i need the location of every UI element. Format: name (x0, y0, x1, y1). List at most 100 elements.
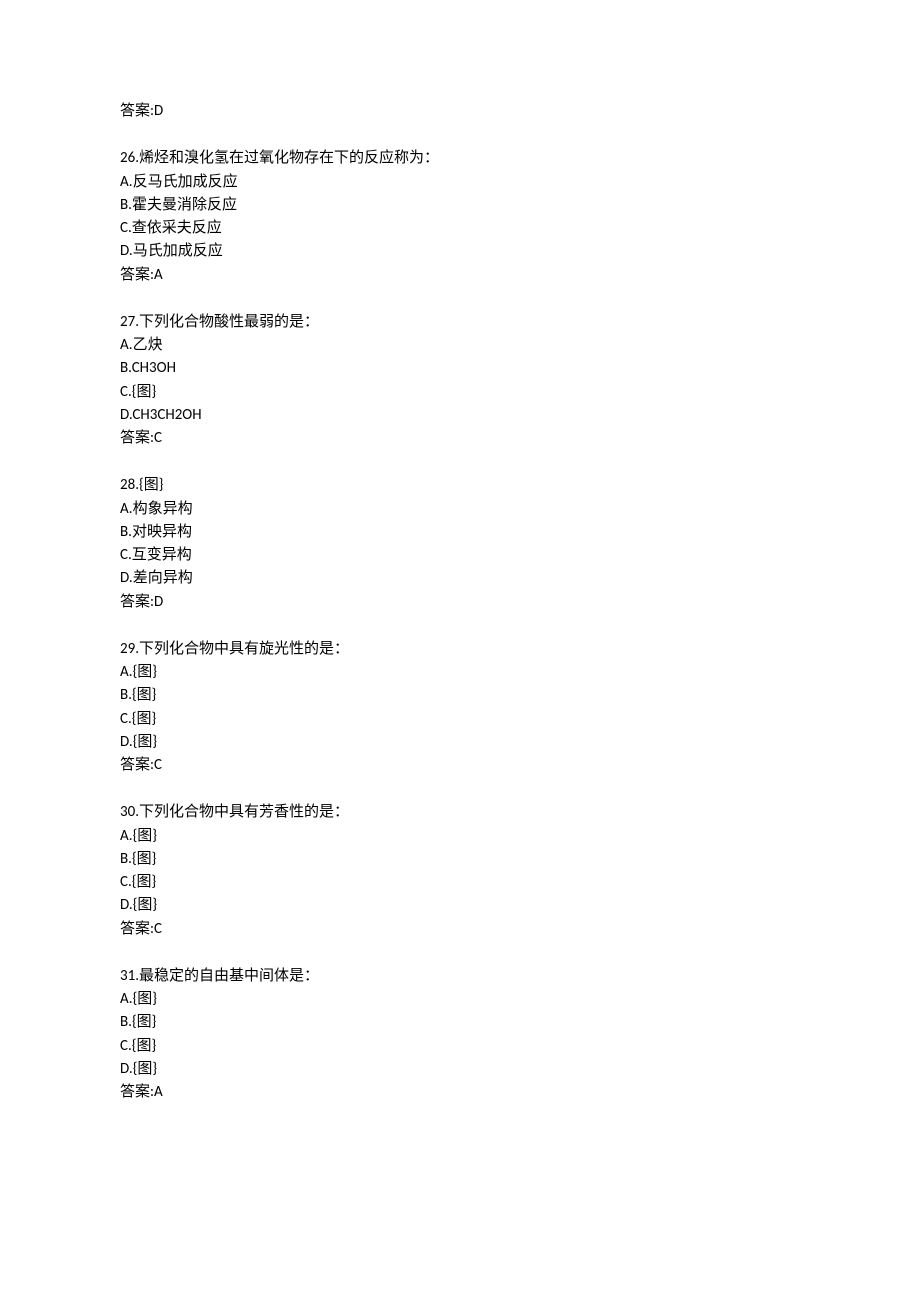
option-label: A (120, 173, 129, 191)
option-label: A (120, 336, 129, 354)
option-label: C (120, 873, 128, 891)
option-line: A.{图} (120, 661, 800, 684)
answer-line: 答案:C (120, 427, 800, 450)
question-number: 29 (120, 640, 135, 658)
option-label: D (120, 1060, 129, 1078)
question-stem: 31.最稳定的自由基中间体是： (120, 965, 800, 988)
question-number: 27 (120, 313, 135, 331)
option-line: A.构象异构 (120, 498, 800, 521)
option-label: B (120, 196, 128, 214)
option-label: B (120, 523, 128, 541)
option-text: {图} (133, 733, 157, 751)
option-text: 查依采夫反应 (132, 219, 222, 237)
answer-value: C (154, 429, 162, 447)
option-line: B.{图} (120, 684, 800, 707)
answer-prefix: 答案: (120, 756, 154, 774)
option-text: {图} (133, 827, 157, 845)
question-stem: 30.下列化合物中具有芳香性的是： (120, 801, 800, 824)
option-label: C (120, 546, 128, 564)
answer-value: A (154, 266, 163, 284)
option-label: D (120, 569, 129, 587)
question-text: 下列化合物中具有芳香性的是： (139, 803, 349, 821)
question-stem: 26.烯烃和溴化氢在过氧化物存在下的反应称为： (120, 147, 800, 170)
answer-line: 答案:C (120, 918, 800, 941)
option-line: D.{图} (120, 1058, 800, 1081)
answer-value: D (154, 593, 163, 611)
option-text: {图} (133, 990, 157, 1008)
question-number: 31 (120, 967, 135, 985)
option-line: A.乙炔 (120, 334, 800, 357)
option-label: A (120, 990, 129, 1008)
question-stem: 27.下列化合物酸性最弱的是： (120, 311, 800, 334)
question-number: 26 (120, 149, 135, 167)
option-line: A.反马氏加成反应 (120, 171, 800, 194)
option-text: {图} (132, 710, 156, 728)
option-text: 反马氏加成反应 (133, 173, 238, 191)
option-text: {图} (132, 686, 156, 704)
option-line: C.查依采夫反应 (120, 217, 800, 240)
question-stem: 28.{图} (120, 474, 800, 497)
answer-prefix: 答案: (120, 266, 154, 284)
question-stem: 29.下列化合物中具有旋光性的是： (120, 638, 800, 661)
answer-prefix: 答案: (120, 102, 154, 120)
option-text: {图} (133, 663, 157, 681)
option-text: {图} (132, 383, 156, 401)
answer-value: D (154, 102, 163, 120)
option-label: C (120, 383, 128, 401)
question-text: {图} (139, 476, 163, 494)
option-line: B.对映异构 (120, 521, 800, 544)
question-block: 30.下列化合物中具有芳香性的是： A.{图} B.{图} C.{图} D.{图… (120, 801, 800, 941)
answer-value: C (154, 756, 162, 774)
option-line: B.{图} (120, 848, 800, 871)
question-block: 28.{图} A.构象异构 B.对映异构 C.互变异构 D.差向异构 答案:D (120, 474, 800, 614)
option-label: D (120, 733, 129, 751)
option-label: B (120, 850, 128, 868)
option-text: 构象异构 (133, 500, 193, 518)
answer-line: 答案:A (120, 1081, 800, 1104)
question-text: 下列化合物酸性最弱的是： (139, 313, 319, 331)
option-line: D.差向异构 (120, 567, 800, 590)
question-text: 最稳定的自由基中间体是： (139, 967, 319, 985)
option-line: C.{图} (120, 381, 800, 404)
option-label: B (120, 1013, 128, 1031)
answer-line: 答案:D (120, 100, 800, 123)
question-text: 烯烃和溴化氢在过氧化物存在下的反应称为： (139, 149, 439, 167)
question-block: 26.烯烃和溴化氢在过氧化物存在下的反应称为： A.反马氏加成反应 B.霍夫曼消… (120, 147, 800, 287)
option-label: A (120, 827, 129, 845)
option-line: B.CH3OH (120, 357, 800, 380)
option-line: C.{图} (120, 1035, 800, 1058)
option-text: {图} (132, 1013, 156, 1031)
option-text: 乙炔 (133, 336, 163, 354)
answer-prefix: 答案: (120, 920, 154, 938)
question-block: 27.下列化合物酸性最弱的是： A.乙炔 B.CH3OH C.{图} D.CH3… (120, 311, 800, 451)
option-text: {图} (132, 873, 156, 891)
answer-value: A (154, 1083, 163, 1101)
answer-block-prev: 答案:D (120, 100, 800, 123)
option-text: {图} (133, 1060, 157, 1078)
option-label: B (120, 359, 128, 377)
option-label: D (120, 896, 129, 914)
answer-line: 答案:C (120, 754, 800, 777)
question-block: 29.下列化合物中具有旋光性的是： A.{图} B.{图} C.{图} D.{图… (120, 638, 800, 778)
option-text: 霍夫曼消除反应 (132, 196, 237, 214)
option-label: C (120, 219, 128, 237)
option-line: D.CH3CH2OH (120, 404, 800, 427)
option-line: D.{图} (120, 894, 800, 917)
option-line: A.{图} (120, 988, 800, 1011)
question-number: 30 (120, 803, 135, 821)
option-text: CH3OH (132, 359, 176, 377)
option-label: D (120, 242, 129, 260)
option-label: B (120, 686, 128, 704)
option-line: C.互变异构 (120, 544, 800, 567)
option-line: D.{图} (120, 731, 800, 754)
question-number: 28 (120, 476, 135, 494)
option-label: C (120, 1037, 128, 1055)
option-line: B.霍夫曼消除反应 (120, 194, 800, 217)
answer-value: C (154, 920, 162, 938)
option-text: 差向异构 (133, 569, 193, 587)
option-text: {图} (133, 896, 157, 914)
option-text: {图} (132, 1037, 156, 1055)
option-line: C.{图} (120, 708, 800, 731)
option-line: C.{图} (120, 871, 800, 894)
answer-line: 答案:A (120, 264, 800, 287)
